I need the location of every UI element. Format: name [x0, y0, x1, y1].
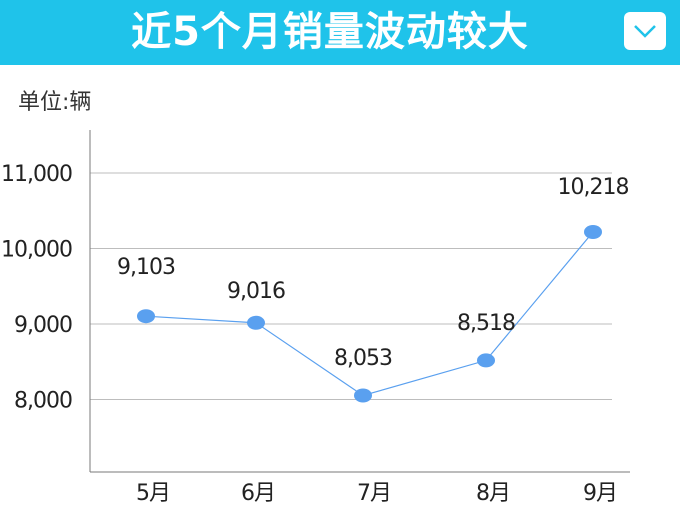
page-title: 近5个月销量波动较大	[131, 9, 529, 55]
x-tick-label: 8月	[476, 481, 510, 506]
data-label: 9,016	[227, 279, 285, 304]
header-bar: 近5个月销量波动较大	[0, 0, 680, 65]
data-point	[584, 225, 602, 239]
data-point	[247, 315, 265, 330]
unit-label: 单位:辆	[18, 90, 92, 115]
y-tick-labels: 8,000 9,000 10,000 11,000	[1, 162, 73, 414]
gridlines	[90, 172, 612, 400]
y-tick-label: 8,000	[14, 389, 72, 414]
data-label: 9,103	[117, 255, 175, 280]
data-markers	[137, 225, 602, 403]
x-tick-labels: 5月 6月 7月 8月 9月	[136, 481, 618, 506]
data-point	[354, 388, 372, 403]
y-tick-label: 11,000	[1, 162, 72, 187]
x-tick-label: 7月	[357, 481, 391, 506]
data-point	[477, 353, 495, 368]
data-labels: 9,103 9,016 8,053 8,518 10,218	[117, 175, 629, 371]
data-point	[137, 309, 155, 324]
y-tick-label: 10,000	[1, 238, 72, 263]
x-tick-label: 6月	[241, 481, 275, 506]
x-tick-label: 5月	[136, 481, 170, 506]
data-label: 8,053	[334, 346, 392, 371]
dropdown-button[interactable]	[624, 12, 666, 50]
data-label: 10,218	[558, 175, 629, 200]
data-label: 8,518	[457, 311, 515, 336]
y-tick-label: 9,000	[14, 313, 72, 338]
chevron-down-icon	[634, 25, 656, 38]
x-tick-label: 9月	[583, 481, 617, 506]
